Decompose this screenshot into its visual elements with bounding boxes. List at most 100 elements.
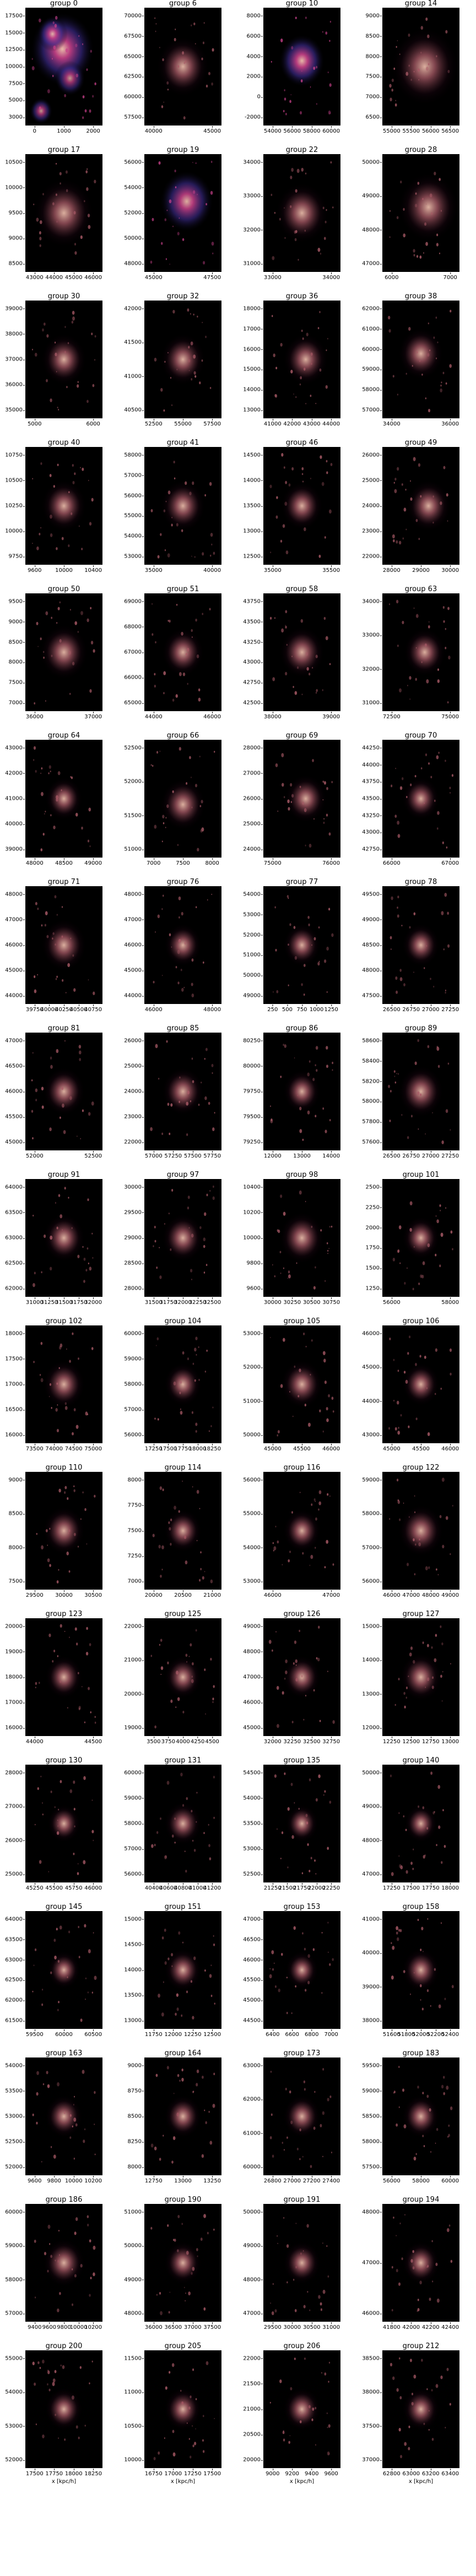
satellite-speck (205, 203, 207, 206)
satellite-speck (39, 1374, 41, 1376)
panel: group 145 61500 62000 62500 63000 63500 64000 5… (0, 1903, 119, 2050)
satellite-speck (408, 1676, 409, 1677)
satellite-speck (440, 1674, 442, 1678)
satellite-speck (397, 1249, 399, 1253)
x-tick-label: 76000 (322, 858, 340, 866)
satellite-speck (315, 691, 317, 694)
satellite-speck (89, 689, 92, 693)
x-tick-label: 75000 (263, 858, 282, 866)
satellite-speck (167, 553, 170, 558)
y-tick-label: 37500 (362, 2423, 382, 2430)
satellite-speck (70, 937, 72, 940)
satellite-speck (332, 1061, 334, 1065)
satellite-speck (394, 1081, 397, 1084)
satellite-speck (39, 533, 41, 536)
satellite-speck (439, 1264, 441, 1268)
satellite-speck (177, 2073, 180, 2077)
y-axis: 53000 54000 55000 56000 (238, 1472, 263, 1590)
x-tick-label: 35000 (144, 565, 163, 574)
y-tick-label: 42750 (362, 846, 382, 853)
satellite-speck (397, 834, 401, 838)
satellite-speck (37, 1787, 39, 1791)
y-tick-label: 59000 (362, 2088, 382, 2094)
x-axis: 30000 30250 30500 30750 (263, 1297, 340, 1306)
heatmap-image (25, 2057, 102, 2175)
x-tick-label: 29500 (263, 2322, 282, 2331)
satellite-speck (293, 1416, 294, 1417)
satellite-speck (282, 2142, 284, 2144)
satellite-speck (73, 2157, 75, 2160)
heatmap-image (382, 301, 459, 418)
satellite-speck (328, 2381, 329, 2383)
satellite-speck (35, 1682, 37, 1685)
satellite-speck (423, 1672, 424, 1674)
y-tick-label: 56000 (124, 1871, 144, 1878)
satellite-speck (209, 387, 212, 389)
satellite-speck (316, 1657, 318, 1660)
satellite-speck (194, 783, 198, 788)
satellite-speck (176, 523, 178, 527)
satellite-speck (56, 975, 58, 978)
satellite-speck (300, 2252, 302, 2255)
x-tick-label: 6000 (86, 419, 100, 427)
y-tick-label: 26000 (5, 1837, 25, 1844)
panel-title: group 10 (285, 0, 318, 8)
satellite-speck (178, 1510, 180, 1513)
satellite-speck (445, 647, 447, 650)
satellite-speck (437, 1574, 439, 1576)
y-tick-label: 2000 (246, 73, 263, 80)
y-tick-label: 50000 (124, 2242, 144, 2249)
y-tick-label: 59000 (362, 366, 382, 373)
satellite-speck (435, 1634, 437, 1637)
satellite-speck (290, 801, 293, 803)
y-tick-label: 33000 (243, 193, 263, 199)
y-axis: 46000 47000 48000 (357, 2204, 382, 2322)
y-tick-label: 54000 (243, 1544, 263, 1551)
satellite-speck (284, 2149, 285, 2151)
satellite-speck (272, 2283, 274, 2285)
panel-title: group 135 (283, 1756, 321, 1765)
satellite-speck (84, 1721, 86, 1723)
satellite-speck (283, 110, 285, 112)
panel-title: group 38 (404, 292, 437, 301)
satellite-speck (94, 1494, 96, 1498)
panel-title: group 17 (47, 146, 80, 154)
satellite-speck (440, 1209, 441, 1211)
y-tick-label: 15000 (124, 1916, 144, 1923)
x-tick-label: 46000 (203, 712, 221, 720)
satellite-speck (434, 171, 436, 176)
satellite-speck (413, 249, 415, 253)
satellite-speck (322, 689, 323, 691)
x-tick-label: 34000 (382, 419, 401, 427)
satellite-speck (439, 1515, 442, 1519)
satellite-speck (179, 1076, 181, 1079)
panel-title: group 212 (402, 2342, 440, 2350)
y-tick-label: 55000 (124, 512, 144, 519)
panel: group 194 46000 47000 48000 41800 42000 42200 4… (357, 2196, 476, 2343)
panel-title: group 151 (164, 1903, 202, 1911)
satellite-speck (272, 256, 275, 260)
satellite-speck (195, 618, 197, 622)
satellite-speck (181, 2014, 183, 2017)
heatmap-image (25, 2204, 102, 2322)
y-tick-label: 26000 (362, 452, 382, 459)
satellite-speck (186, 1101, 189, 1106)
satellite-speck (87, 2224, 89, 2226)
satellite-speck (399, 786, 403, 790)
satellite-speck (322, 2155, 323, 2158)
satellite-speck (299, 2158, 301, 2160)
satellite-speck (94, 1721, 96, 1724)
y-axis: 56000 57000 58000 59000 60000 (119, 1765, 144, 1882)
satellite-speck (89, 1267, 92, 1271)
y-tick-label: -2000 (244, 114, 263, 121)
x-axis: 6400 6600 6800 7000 (263, 2029, 340, 2038)
satellite-speck (329, 1119, 331, 1122)
density-blob (164, 1362, 202, 1406)
y-tick-label: 67500 (124, 33, 144, 40)
satellite-speck (313, 818, 315, 820)
y-tick-label: 49000 (243, 992, 263, 999)
satellite-speck (430, 212, 433, 215)
satellite-speck (150, 509, 153, 512)
satellite-speck (441, 1140, 444, 1144)
x-tick-label: 17500 (402, 1883, 420, 1891)
